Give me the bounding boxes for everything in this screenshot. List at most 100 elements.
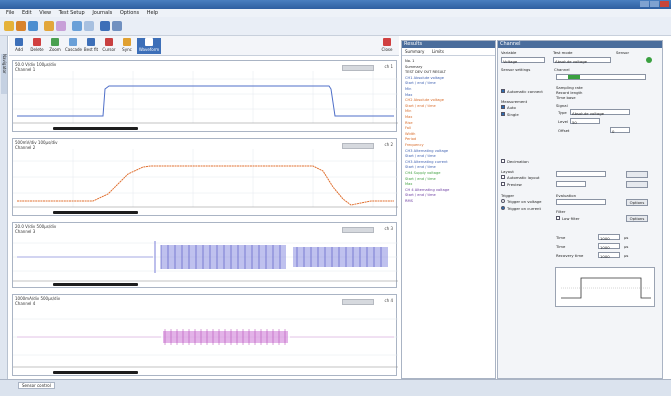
open-icon[interactable]: [4, 21, 14, 31]
auto-checkbox[interactable]: [501, 105, 505, 109]
channel-selector[interactable]: [556, 74, 646, 80]
decimation-checkbox[interactable]: [501, 159, 505, 163]
automatic-connect-checkbox[interactable]: [501, 89, 505, 93]
time-2-label: Time: [556, 244, 566, 249]
result-tree-item[interactable]: Start / end / time: [405, 154, 436, 159]
sync-button[interactable]: Sync: [119, 38, 135, 54]
result-tree-item[interactable]: CH3 Alternating voltage: [405, 148, 449, 153]
result-tree-item[interactable]: Period: [405, 137, 417, 142]
time-1-input[interactable]: 1000: [598, 234, 620, 241]
result-tree-item[interactable]: Max: [405, 92, 413, 97]
single-checkbox[interactable]: [501, 112, 505, 116]
level-input[interactable]: 50: [570, 118, 600, 125]
menu-help[interactable]: Help: [146, 10, 159, 16]
trigger-options-button[interactable]: [626, 171, 648, 178]
result-tree-item[interactable]: Start / end / time: [405, 103, 436, 108]
cursor-button[interactable]: Cursor: [101, 38, 117, 54]
offset-input[interactable]: 0: [610, 127, 630, 134]
chart-2-scrollbar[interactable]: [53, 211, 138, 214]
trigger-source-dropdown[interactable]: [556, 171, 606, 177]
result-tree-item[interactable]: Min: [405, 87, 412, 91]
menu-bar: File Edit View Test Setup Journals Optio…: [0, 9, 671, 17]
navigator-strip[interactable]: Navigator: [0, 36, 8, 379]
time-2-input[interactable]: 1000: [598, 243, 620, 250]
save-icon[interactable]: [16, 21, 26, 31]
maximize-button[interactable]: [650, 1, 659, 7]
menu-file[interactable]: File: [6, 10, 15, 16]
measure-icon[interactable]: [44, 21, 54, 31]
result-tree-item[interactable]: Min: [405, 109, 412, 114]
trigger-on-current-radio[interactable]: [501, 206, 505, 210]
add-button[interactable]: Add: [11, 38, 27, 54]
chart-channel-4[interactable]: 1000mA/div 500µs/div Channel 4 ch 4: [12, 294, 398, 376]
menu-options[interactable]: Options: [119, 10, 140, 16]
result-tree-item[interactable]: Start / end / time: [405, 176, 436, 181]
preview-checkbox[interactable]: [501, 182, 505, 186]
chart-3-scrollbar[interactable]: [53, 283, 138, 286]
chart-1-scrollbar[interactable]: [53, 127, 138, 130]
result-tree-item[interactable]: CH 4 Alternating voltage: [405, 187, 450, 192]
variable-dropdown[interactable]: Voltage: [501, 57, 545, 64]
result-tree-item[interactable]: Max: [405, 115, 413, 119]
chart-4-scale: 1000mA/div 500µs/div: [15, 296, 61, 301]
chart-channel-3[interactable]: 20.0 V/div 500µs/div Channel 3 ch 3: [12, 222, 398, 288]
result-tree-item[interactable]: CH3 Alternating current: [405, 159, 448, 164]
result-tree-item[interactable]: Start / end / time: [405, 81, 436, 86]
offset-label: Offset: [558, 128, 570, 133]
automatic-layout-label: Automatic layout: [507, 175, 540, 180]
menu-journals[interactable]: Journals: [92, 10, 113, 16]
result-tree-item[interactable]: RMS: [405, 199, 413, 203]
filter-options-button[interactable]: Options: [626, 215, 648, 222]
best-fit-button[interactable]: Best fit: [83, 38, 99, 54]
close-window-button[interactable]: [660, 1, 669, 7]
automatic-layout-checkbox[interactable]: [501, 175, 505, 179]
chart-4-scrollbar[interactable]: [53, 371, 138, 374]
grid-icon[interactable]: [112, 21, 122, 31]
sensor-control-tab[interactable]: Sensor control: [18, 382, 55, 389]
export-icon[interactable]: [72, 21, 82, 31]
chart-4-burst: [163, 331, 288, 343]
zoom-button[interactable]: Zoom: [47, 38, 63, 54]
report-icon[interactable]: [84, 21, 94, 31]
result-tree-item[interactable]: Max: [405, 182, 413, 187]
result-tree-item[interactable]: CH4 Supply voltage: [405, 171, 441, 175]
waveform-button[interactable]: Waveform: [137, 38, 161, 54]
cascade-button[interactable]: Cascade: [65, 38, 82, 54]
menu-test-setup[interactable]: Test Setup: [58, 10, 85, 16]
result-tree-item[interactable]: Start / end / time: [405, 165, 436, 170]
result-tree-item[interactable]: Width: [405, 131, 416, 136]
chart-1-badge: [342, 65, 374, 71]
minimize-button[interactable]: [640, 1, 649, 7]
chart-channel-1[interactable]: 50.0 V/div 100µs/div Channel 1 ch 1: [12, 60, 398, 132]
menu-edit[interactable]: Edit: [21, 10, 32, 16]
trigger-apply-button[interactable]: [626, 181, 648, 188]
chart-channel-2[interactable]: 500mV/div 100µs/div Channel 2 ch 2: [12, 138, 398, 216]
single-label: Single: [507, 112, 519, 117]
tab-summary[interactable]: Summary: [405, 49, 425, 54]
settings-icon[interactable]: [56, 21, 66, 31]
evaluation-options-button[interactable]: Options: [626, 199, 648, 206]
trigger-level-input[interactable]: [556, 181, 586, 187]
print-icon[interactable]: [28, 21, 38, 31]
evaluation-dropdown[interactable]: [556, 199, 606, 205]
result-tree-item[interactable]: Summary: [405, 64, 423, 69]
type-dropdown[interactable]: Absolute voltage: [570, 109, 630, 116]
result-tree-item[interactable]: Rise: [405, 120, 413, 125]
chart-3-burst-2: [293, 247, 388, 267]
result-tree-item[interactable]: TEST DEV OUT RESULT: [405, 70, 446, 75]
result-tree-item[interactable]: Fall: [405, 126, 411, 131]
trigger-on-voltage-radio[interactable]: [501, 199, 505, 203]
menu-view[interactable]: View: [39, 10, 52, 16]
result-tree-item[interactable]: Start / end / time: [405, 193, 436, 198]
delete-button[interactable]: Delete: [29, 38, 45, 54]
result-tree-item[interactable]: CH1 Absolute voltage: [405, 75, 444, 80]
result-tree-item[interactable]: Frequency: [405, 143, 424, 147]
close-chart-button[interactable]: Close: [379, 38, 395, 54]
result-tree-item[interactable]: No. 1: [405, 59, 415, 63]
recovery-time-input[interactable]: 1000: [598, 252, 620, 259]
test-mode-dropdown[interactable]: Absolute voltage: [553, 57, 611, 64]
low-filter-checkbox[interactable]: [556, 216, 560, 220]
result-tree-item[interactable]: CH2 Absolute voltage: [405, 98, 444, 103]
layout-icon[interactable]: [100, 21, 110, 31]
tab-limits[interactable]: Limits: [431, 49, 444, 54]
